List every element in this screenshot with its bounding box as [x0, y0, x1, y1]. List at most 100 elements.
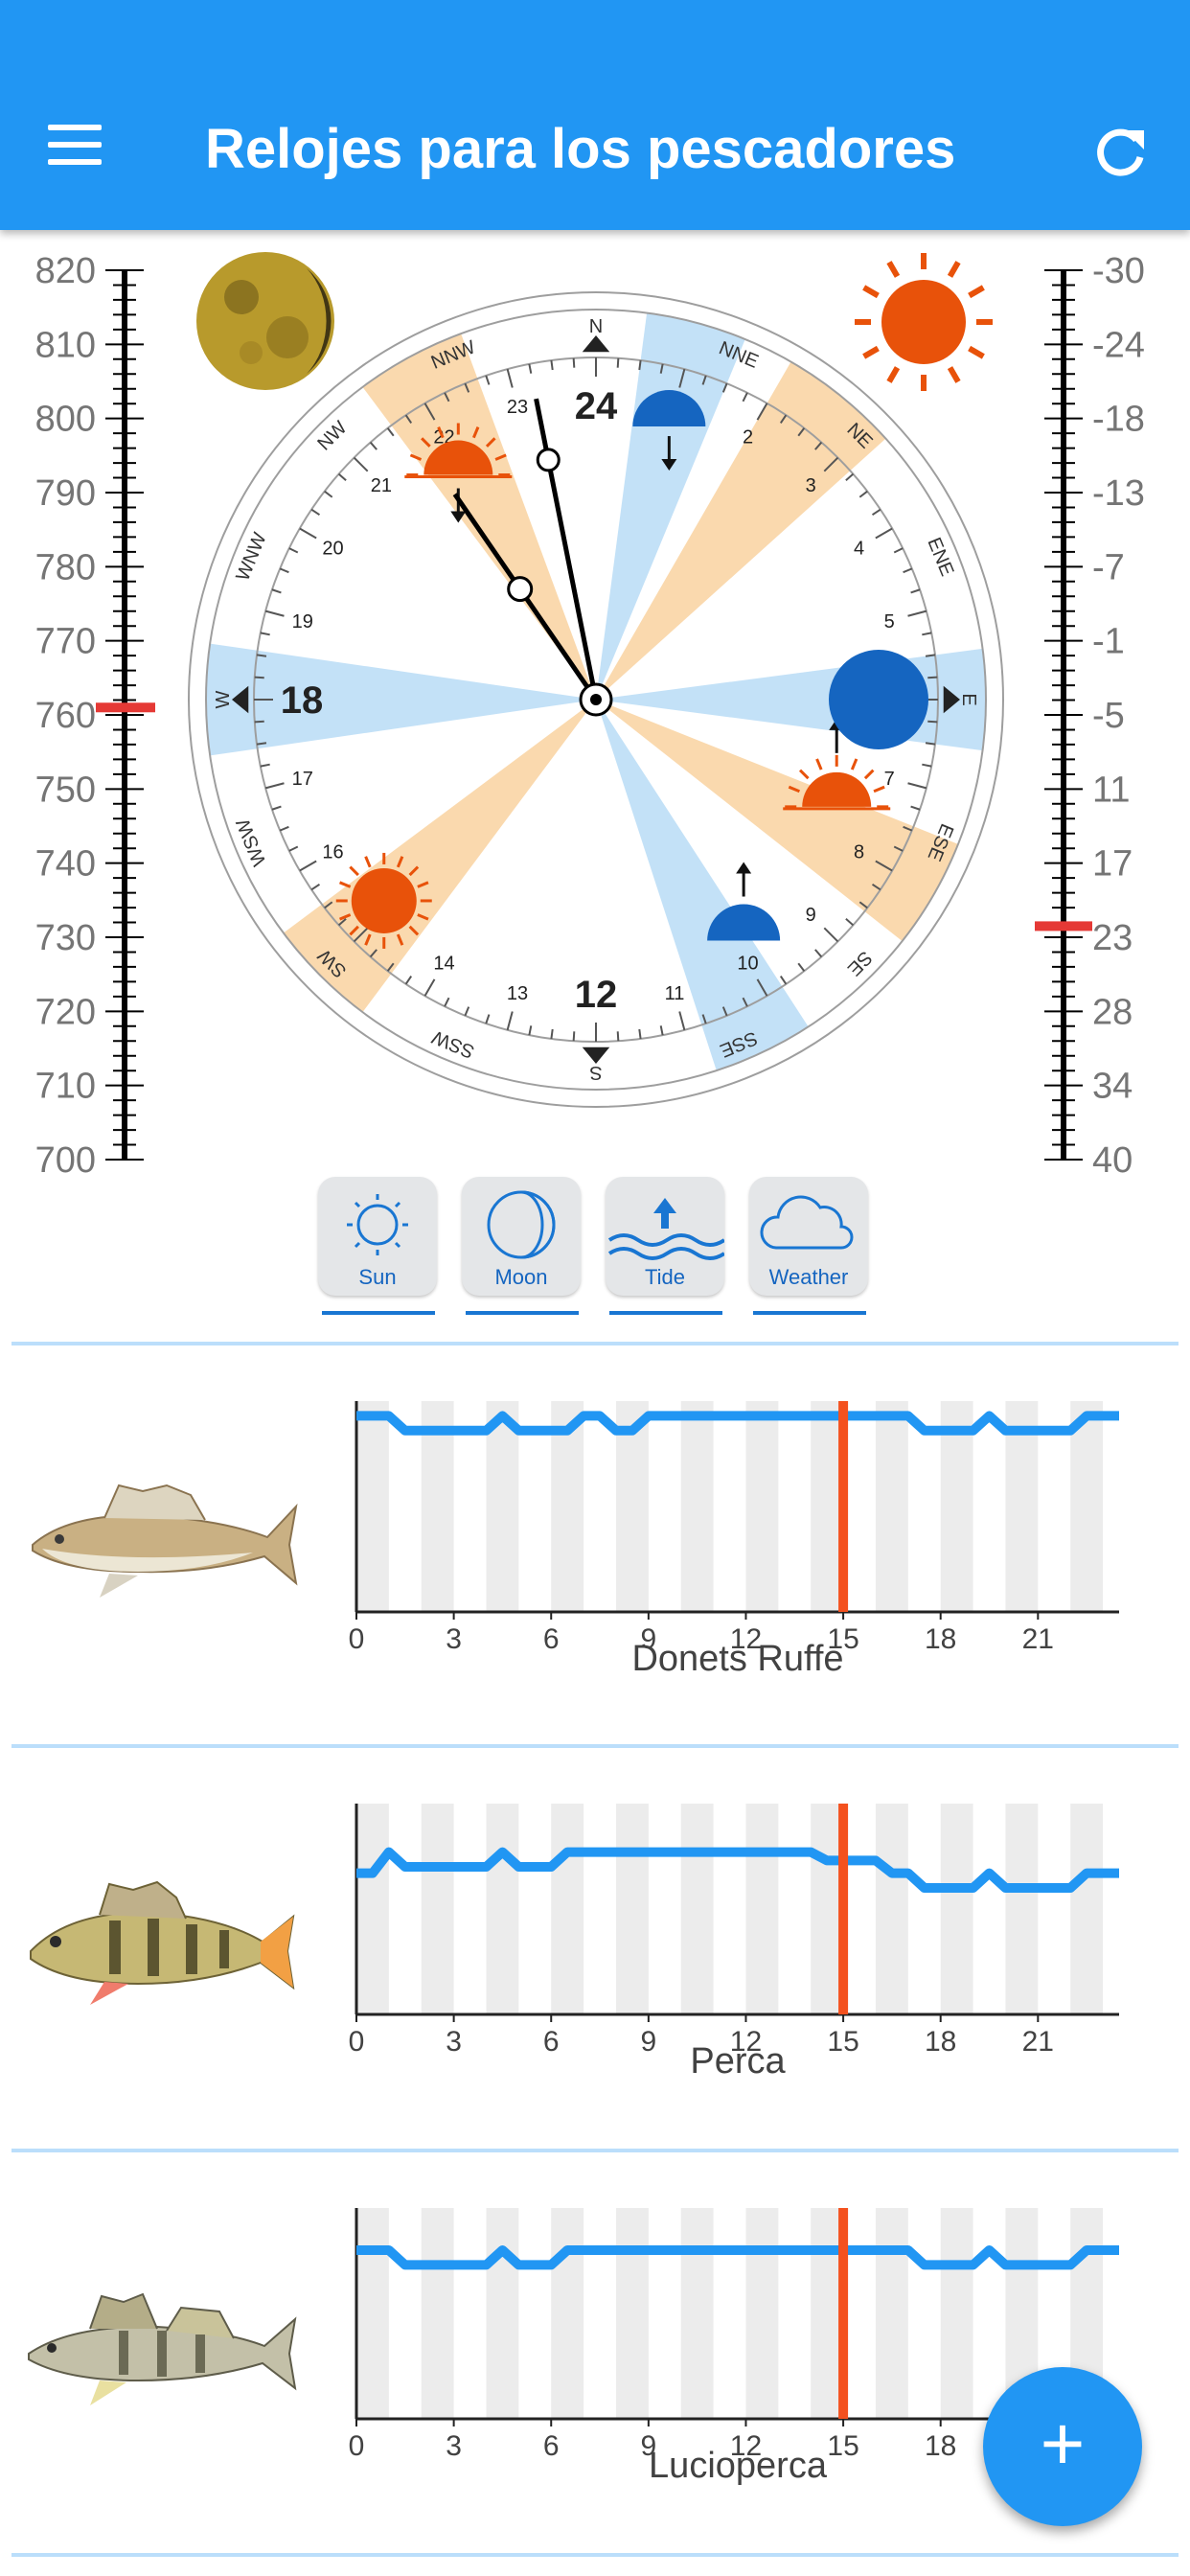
hour-stripe — [811, 1804, 844, 2014]
hour-tick — [742, 997, 748, 1007]
fish-row-perca[interactable]: 0 3 6 9 12 15 18 21 Perca — [0, 1765, 1190, 2149]
x-tick-label: 12 — [730, 2026, 762, 2058]
hour-stripe — [680, 1804, 714, 2014]
hour-stripe — [680, 1401, 714, 1612]
pressure-label: 750 — [35, 770, 96, 810]
tide-toggle-button[interactable]: Tide — [606, 1177, 724, 1296]
hour-label: 12 — [575, 974, 618, 1016]
current-moon-icon — [829, 650, 928, 749]
cardinal-pointer — [232, 685, 249, 714]
hour-tick — [386, 427, 395, 437]
hour-tick — [903, 825, 913, 832]
fish-name: Perca — [690, 2041, 786, 2082]
hour-tick — [464, 1006, 470, 1017]
weather-toggle-button[interactable]: Weather — [749, 1177, 868, 1296]
x-tick-label: 0 — [349, 1623, 365, 1655]
activity-line — [356, 2245, 1119, 2270]
hour-stripe — [615, 2208, 649, 2419]
add-fish-button[interactable]: + — [983, 2367, 1142, 2526]
hour-tick — [528, 363, 533, 374]
moon-toggle-button[interactable]: Moon — [462, 1177, 581, 1296]
hour-tick — [256, 742, 267, 746]
hour-stripe — [940, 1804, 973, 2014]
divider — [11, 1342, 1179, 1346]
hour-tick — [797, 962, 806, 972]
hour-stripe — [356, 1401, 389, 1612]
hour-tick — [907, 610, 927, 617]
cardinal-pointer — [943, 685, 960, 714]
x-tick-label: 18 — [925, 2026, 956, 2058]
menu-icon[interactable] — [48, 125, 107, 171]
hour-tick — [260, 632, 270, 636]
direction-label: N — [589, 316, 603, 337]
hour-tick — [337, 918, 347, 927]
hour-tick — [779, 975, 788, 985]
temperature-label: 23 — [1092, 918, 1133, 958]
hour-stripe — [421, 2208, 454, 2419]
x-tick-label: 21 — [1022, 2026, 1054, 2058]
pressure-label: 700 — [35, 1140, 96, 1181]
hour-stripe — [940, 2208, 973, 2419]
temperature-label: -7 — [1092, 547, 1125, 587]
perch-fish-icon — [30, 1880, 295, 2005]
x-tick-label: 6 — [543, 1623, 560, 1655]
hour-tick — [264, 782, 285, 790]
hour-tick — [927, 720, 938, 724]
sun-toggle-label: Sun — [358, 1265, 397, 1289]
direction-label: WSW — [233, 816, 271, 869]
hour-tick — [814, 949, 823, 958]
hour-label: 7 — [884, 769, 895, 790]
hour-label: 2 — [743, 426, 753, 448]
pressure-label: 810 — [35, 325, 96, 365]
temperature-label: -5 — [1092, 696, 1125, 736]
hour-tick — [903, 567, 913, 574]
direction-label: W — [213, 690, 234, 708]
x-tick-label: 3 — [446, 1623, 462, 1655]
fish-row-donets-ruffe[interactable]: 0 3 6 9 12 15 18 21 Donets Ruffe — [0, 1363, 1190, 1746]
refresh-icon[interactable] — [1092, 123, 1150, 180]
dial-ring — [205, 309, 987, 1091]
pressure-label: 780 — [35, 547, 96, 587]
page-title: Relojes para los pescadores — [205, 118, 956, 180]
hour-stripe — [811, 1401, 844, 1612]
weather-toggle-label: Weather — [768, 1265, 849, 1289]
hour-tick — [678, 368, 686, 388]
x-tick-label: 15 — [827, 1623, 858, 1655]
pressure-label: 800 — [35, 400, 96, 440]
hour-label: 24 — [575, 385, 618, 427]
moon-toggle-indicator — [466, 1311, 579, 1315]
hour-tick — [871, 508, 881, 517]
pressure-label: 710 — [35, 1067, 96, 1107]
x-tick-label: 0 — [349, 2430, 365, 2462]
hour-stripe — [356, 2208, 389, 2419]
cardinal-pointer — [582, 335, 610, 353]
sunset-icon — [404, 423, 513, 523]
hour-tick — [638, 1028, 642, 1040]
hour-tick — [310, 883, 321, 891]
tide-toggle-indicator — [609, 1311, 722, 1315]
pressure-marker — [96, 702, 155, 713]
hour-stripe — [356, 1804, 389, 2014]
hour-tick — [256, 654, 267, 657]
hour-stripe — [615, 1804, 649, 2014]
x-tick-label: 21 — [1022, 1623, 1054, 1655]
hour-tick — [659, 363, 664, 374]
hour-hand-knob — [507, 576, 534, 603]
hour-tick — [279, 567, 289, 574]
hour-tick — [337, 472, 347, 481]
moonset-sector — [596, 312, 745, 700]
hour-tick — [925, 654, 936, 657]
hour-label: 3 — [806, 475, 816, 496]
temperature-label: -18 — [1092, 400, 1145, 440]
hour-label: 8 — [854, 842, 864, 863]
hour-tick — [288, 845, 299, 852]
hour-tick — [550, 1028, 554, 1040]
hour-label: 19 — [292, 611, 313, 632]
hour-stripe — [486, 1401, 519, 1612]
temperature-label: 17 — [1092, 844, 1133, 885]
sun-toggle-button[interactable]: Sun — [318, 1177, 437, 1296]
x-tick-label: 12 — [730, 1623, 762, 1655]
hour-tick — [279, 825, 289, 832]
hour-label: 23 — [507, 397, 528, 418]
hour-tick — [659, 1025, 664, 1036]
